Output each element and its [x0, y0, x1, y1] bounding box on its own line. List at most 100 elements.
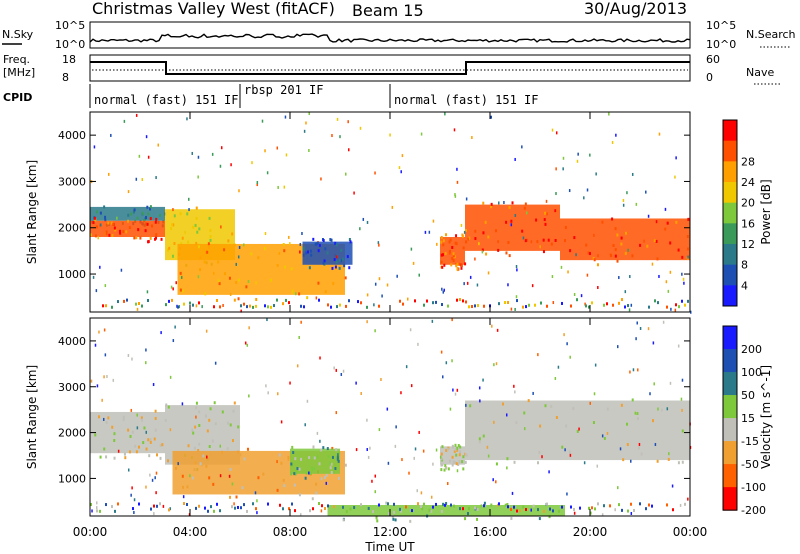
power-ground [627, 304, 629, 308]
nave-tick-bottom: 0 [706, 71, 713, 84]
velocity-noise [299, 513, 302, 517]
power-cell [302, 248, 305, 252]
velocity-noise [654, 443, 657, 447]
velocity-noise [414, 447, 417, 451]
power-noise [315, 296, 318, 300]
power-ground [267, 305, 269, 309]
power-noise [674, 308, 677, 312]
velocity-noise [152, 383, 155, 387]
velocity-cell [329, 461, 332, 465]
power-noise [624, 290, 627, 294]
velocity-noise [505, 413, 508, 417]
power-cell [155, 233, 158, 237]
velocity-yaxis: 1000 2000 3000 4000 [58, 335, 690, 485]
velocity-noise [231, 482, 234, 486]
nsky-panel: N.Sky 10^5 10^0 10^5 10^0 N.Search [2, 19, 796, 51]
power-cell [524, 239, 527, 243]
velocity-noise [300, 320, 302, 324]
velocity-colorbar-swatch [723, 349, 737, 373]
velocity-noise [493, 420, 495, 424]
power-cell [681, 255, 684, 259]
velocity-noise [590, 511, 592, 515]
power-cell [306, 296, 309, 300]
power-noise [645, 190, 647, 194]
power-noise [320, 177, 322, 181]
velocity-noise [335, 368, 338, 372]
velocity-ground [453, 504, 455, 508]
power-colorbar: 4 8 12 16 20 24 28 [722, 119, 755, 307]
velocity-cell [446, 447, 449, 451]
power-noise [478, 242, 480, 246]
power-cell [536, 240, 539, 244]
power-cell [322, 261, 325, 265]
velocity-noise [91, 509, 93, 513]
power-ground [675, 303, 677, 307]
power-cell [204, 292, 207, 296]
velocity-cell [372, 510, 375, 514]
power-ground [303, 305, 305, 309]
velocity-cell [606, 407, 609, 411]
power-noise [487, 271, 490, 275]
velocity-ground [462, 507, 464, 511]
power-noise [378, 277, 381, 281]
velocity-cell [195, 401, 198, 405]
power-noise [220, 225, 222, 229]
velocity-cell [576, 429, 579, 433]
power-colorbar-swatch [723, 140, 737, 162]
velocity-cell [456, 446, 459, 450]
power-cell [342, 257, 345, 261]
power-cell [474, 237, 477, 241]
velocity-noise [333, 470, 335, 474]
velocity-noise [320, 509, 323, 513]
power-cell [179, 212, 182, 216]
velocity-cell [572, 406, 575, 410]
power-cell [442, 243, 445, 247]
power-noise [170, 285, 173, 289]
velocity-cell [457, 444, 460, 448]
velocity-cell [283, 484, 286, 488]
velocity-cell [336, 455, 339, 459]
power-cell [283, 249, 286, 253]
power-cell [179, 246, 182, 250]
power-noise [687, 255, 689, 259]
velocity-noise [172, 339, 175, 343]
velocity-colorbar-tick: 200 [741, 343, 762, 356]
power-cell [569, 249, 572, 253]
power-cell [330, 238, 333, 242]
velocity-cell [537, 461, 540, 465]
power-cell [542, 238, 545, 242]
velocity-colorbar-tick: 100 [741, 366, 762, 379]
velocity-noise [629, 370, 631, 374]
velocity-noise [530, 508, 532, 512]
power-cell [147, 212, 150, 216]
time-tick-label: 20:00 [573, 525, 608, 539]
time-tick-label: 00:00 [73, 525, 108, 539]
power-cell [217, 279, 220, 283]
power-noise [476, 283, 479, 287]
velocity-cell [187, 444, 190, 448]
velocity-ground [387, 502, 389, 506]
velocity-cell [105, 455, 108, 459]
power-noise [651, 262, 654, 266]
velocity-cell [186, 485, 189, 489]
velocity-cell [294, 472, 297, 476]
velocity-cell [198, 442, 201, 446]
power-noise [407, 297, 409, 301]
velocity-ground [309, 509, 311, 513]
velocity-noise [127, 353, 130, 357]
power-noise [188, 208, 190, 212]
velocity-noise [127, 468, 130, 472]
velocity-noise [219, 444, 222, 448]
power-heatmap [90, 112, 692, 314]
velocity-noise [130, 408, 133, 412]
velocity-ground [420, 505, 422, 509]
power-cell [137, 228, 140, 232]
power-ground [252, 305, 254, 309]
velocity-noise [662, 320, 665, 324]
velocity-cell [312, 445, 315, 449]
velocity-noise [671, 484, 674, 488]
velocity-cell [538, 450, 541, 454]
power-noise [521, 145, 523, 149]
power-noise [667, 289, 670, 293]
velocity-cell [527, 399, 530, 403]
